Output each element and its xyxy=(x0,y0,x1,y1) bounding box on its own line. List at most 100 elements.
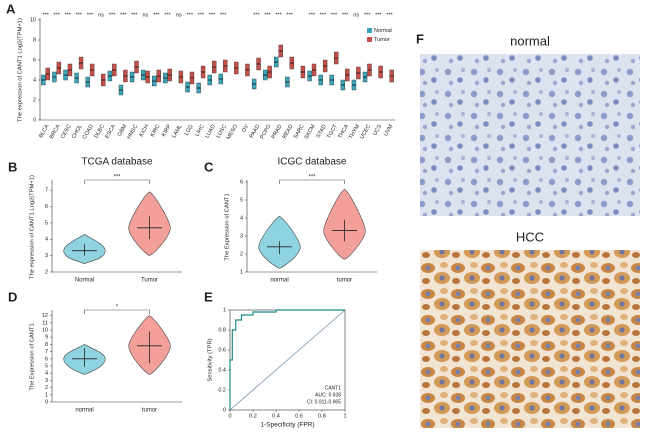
significance: *** xyxy=(364,12,371,18)
image-caption: normal xyxy=(510,33,550,48)
x-tick-label: tumor xyxy=(337,278,352,284)
y-tick-label: 1 xyxy=(45,392,48,398)
y-tick-label: 5 xyxy=(240,197,243,203)
x-tick-label: COAD xyxy=(82,124,95,141)
y-tick-label: 8 xyxy=(45,342,48,348)
chart-title: ICGC database xyxy=(278,157,347,168)
y-tick-label: 2 xyxy=(45,385,48,391)
significance: *** xyxy=(42,12,49,18)
significance: *** xyxy=(286,12,293,18)
x-tick-label: 1 xyxy=(343,413,346,419)
significance: *** xyxy=(253,12,260,18)
y-tick-label: 0 xyxy=(223,407,226,413)
x-tick-label: OV xyxy=(241,123,250,133)
significance: *** xyxy=(220,12,227,18)
y-tick-label: 5 xyxy=(45,363,48,369)
x-tick-label: UCEC xyxy=(359,124,372,141)
x-tick-label: 0 xyxy=(228,413,231,419)
y-tick-label: 7 xyxy=(45,188,48,194)
y-tick-label: 0 xyxy=(33,117,36,123)
y-tick-label: 0.2 xyxy=(218,387,226,393)
significance: *** xyxy=(53,12,60,18)
x-tick-label: Tumor xyxy=(141,278,158,284)
x-tick-label: 0.4 xyxy=(272,413,280,419)
x-tick-label: LAML xyxy=(171,124,183,139)
significance: *** xyxy=(375,12,382,18)
y-tick-label: 10 xyxy=(30,17,36,23)
y-tick-label: 1 xyxy=(223,307,226,313)
y-tick-label: 0.6 xyxy=(218,347,226,353)
x-tick-label: LGG xyxy=(184,124,195,137)
y-axis-label: The expression of CANT1 Log2(TPM+1) xyxy=(18,18,24,122)
x-tick-label: Normal xyxy=(75,278,94,284)
y-tick-label: 11 xyxy=(42,320,48,326)
x-axis-label: 1-Specificity (FPR) xyxy=(260,422,314,429)
significance: *** xyxy=(164,12,171,18)
significance: ns xyxy=(98,12,104,18)
y-tick-label: 2 xyxy=(33,97,36,103)
y-tick-label: 3 xyxy=(240,233,243,239)
panel-letter: F xyxy=(416,31,424,46)
legend-swatch xyxy=(367,28,372,33)
significance: ns xyxy=(142,12,148,18)
significance: *** xyxy=(342,12,349,18)
significance: *** xyxy=(331,12,338,18)
significance: *** xyxy=(76,12,83,18)
y-tick-label: 2 xyxy=(45,269,48,275)
y-axis-label: The expression of CANT1 Log2(TPM+1) xyxy=(30,175,36,279)
y-tick-label: 7 xyxy=(45,349,48,355)
significance: *** xyxy=(320,12,327,18)
legend-label: Tumor xyxy=(374,37,390,43)
y-tick-label: 10 xyxy=(42,327,48,333)
y-tick-label: 3 xyxy=(45,253,48,259)
roc-curve xyxy=(229,309,345,410)
y-tick-label: 8 xyxy=(33,37,36,43)
annotation: CANT1 xyxy=(325,385,342,391)
annotation: CI: 0.911-0.965 xyxy=(307,399,341,405)
significance: ns xyxy=(176,12,182,18)
y-tick-label: 6 xyxy=(45,356,48,362)
x-tick-label: LIHC xyxy=(194,124,205,138)
significance: *** xyxy=(308,175,316,181)
significance: *** xyxy=(87,12,94,18)
x-tick-label: HNSC xyxy=(126,124,139,141)
x-tick-label: MESO xyxy=(226,123,240,141)
y-tick-label: 0.8 xyxy=(218,327,226,333)
histology-image xyxy=(420,250,640,428)
significance-bracket xyxy=(279,179,345,184)
significance: *** xyxy=(275,12,282,18)
y-tick-label: 4 xyxy=(45,237,48,243)
legend-swatch xyxy=(367,37,372,42)
significance: *** xyxy=(198,12,205,18)
y-tick-label: 6 xyxy=(33,57,36,63)
significance: *** xyxy=(209,12,216,18)
panel-letter: C xyxy=(204,159,214,174)
legend-label: Normal xyxy=(374,28,392,34)
x-tick-label: 0.6 xyxy=(295,413,303,419)
x-tick-label: normal xyxy=(270,278,288,284)
panel-letter: B xyxy=(8,159,17,174)
significance: *** xyxy=(187,12,194,18)
panel-letter: E xyxy=(204,289,213,304)
significance-bracket xyxy=(84,179,150,184)
x-tick-label: tumor xyxy=(142,408,157,414)
y-tick-label: 9 xyxy=(45,335,48,341)
x-tick-label: KIRP xyxy=(161,123,173,137)
y-axis-label: The Expression of CANT1 xyxy=(30,323,36,390)
significance: *** xyxy=(153,12,160,18)
significance: *** xyxy=(386,12,393,18)
y-tick-label: 4 xyxy=(240,215,243,221)
y-tick-label: 4 xyxy=(45,371,48,377)
annotation: AUC: 0.938 xyxy=(315,392,341,398)
significance: * xyxy=(116,305,119,311)
x-tick-label: GBM xyxy=(117,123,129,137)
y-axis-label: The Expression of CANT1 xyxy=(225,193,231,260)
y-tick-label: 0 xyxy=(45,399,48,405)
y-tick-label: 6 xyxy=(45,204,48,210)
y-axis-label: Sensitivity (TPR) xyxy=(208,338,214,381)
x-tick-label: SKCM xyxy=(304,123,317,140)
y-tick-label: 2 xyxy=(240,251,243,257)
significance: *** xyxy=(113,175,121,181)
x-tick-label: 0.8 xyxy=(318,413,326,419)
